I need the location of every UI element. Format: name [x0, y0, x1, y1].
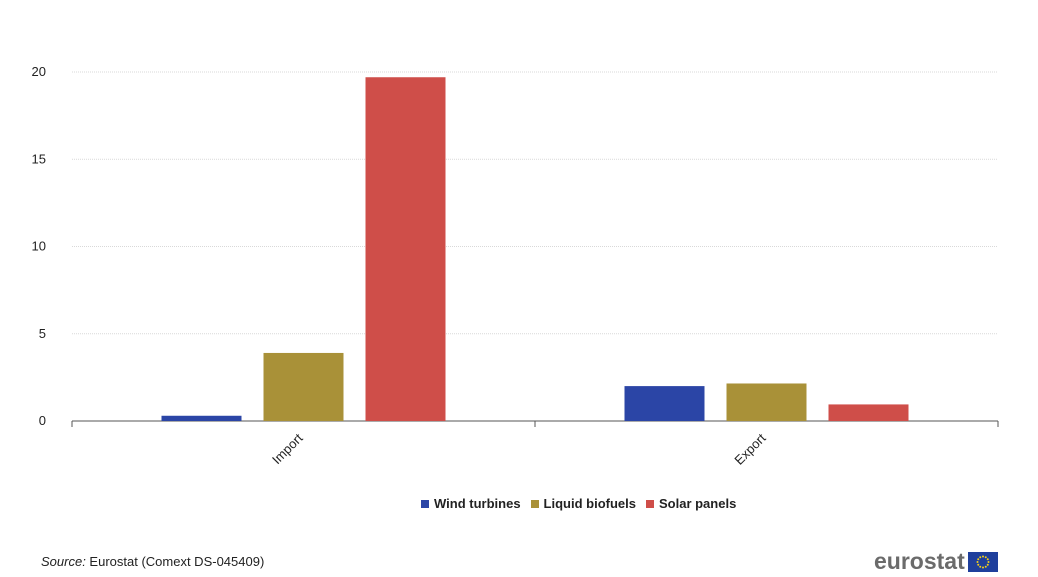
gridlines: [72, 71, 998, 335]
eurostat-logo: eurostat: [874, 548, 998, 575]
bar-import-liquid-biofuels: [263, 352, 344, 421]
bar-export-liquid-biofuels: [726, 383, 807, 421]
legend-item-solar-panels: Solar panels: [645, 496, 737, 511]
y-tick-label-10: 10: [32, 239, 46, 254]
source-note: Source: Eurostat (Comext DS-045409): [41, 554, 264, 569]
logo-text: eurostat: [874, 548, 965, 574]
eu-flag-icon: [967, 551, 998, 572]
source-text: Eurostat (Comext DS-045409): [85, 554, 265, 569]
bar-export-solar-panels: [828, 404, 909, 421]
x-tick-labels: Import Export: [269, 430, 769, 467]
legend-label-liquid-biofuels: Liquid biofuels: [543, 496, 636, 511]
source-label: Source:: [41, 554, 86, 569]
legend-label-solar-panels: Solar panels: [658, 496, 737, 511]
bar-export-wind-turbines: [624, 386, 705, 421]
legend-label-wind-turbines: Wind turbines: [434, 496, 521, 511]
legend-swatch-solar-panels: [645, 499, 654, 508]
y-tick-label-20: 20: [32, 64, 46, 79]
x-tick-label-export: Export: [731, 430, 768, 467]
legend-swatch-liquid-biofuels: [530, 499, 539, 508]
bar-chart: 0 5 10 15 20 Import Export: [32, 64, 999, 468]
y-tick-label-5: 5: [39, 326, 46, 341]
y-tick-label-15: 15: [32, 151, 46, 166]
y-tick-label-0: 0: [39, 413, 46, 428]
axes: [71, 420, 999, 427]
legend-item-wind-turbines: Wind turbines: [421, 496, 521, 511]
legend: Wind turbines Liquid biofuels Solar pane…: [421, 496, 746, 511]
legend-item-liquid-biofuels: Liquid biofuels: [530, 496, 636, 511]
bar-import-solar-panels: [365, 77, 446, 422]
x-tick-label-import: Import: [269, 430, 306, 467]
bars: [161, 77, 909, 422]
legend-swatch-wind-turbines: [421, 499, 429, 508]
bar-import-wind-turbines: [161, 415, 242, 421]
y-tick-labels: 0 5 10 15 20: [32, 64, 46, 428]
